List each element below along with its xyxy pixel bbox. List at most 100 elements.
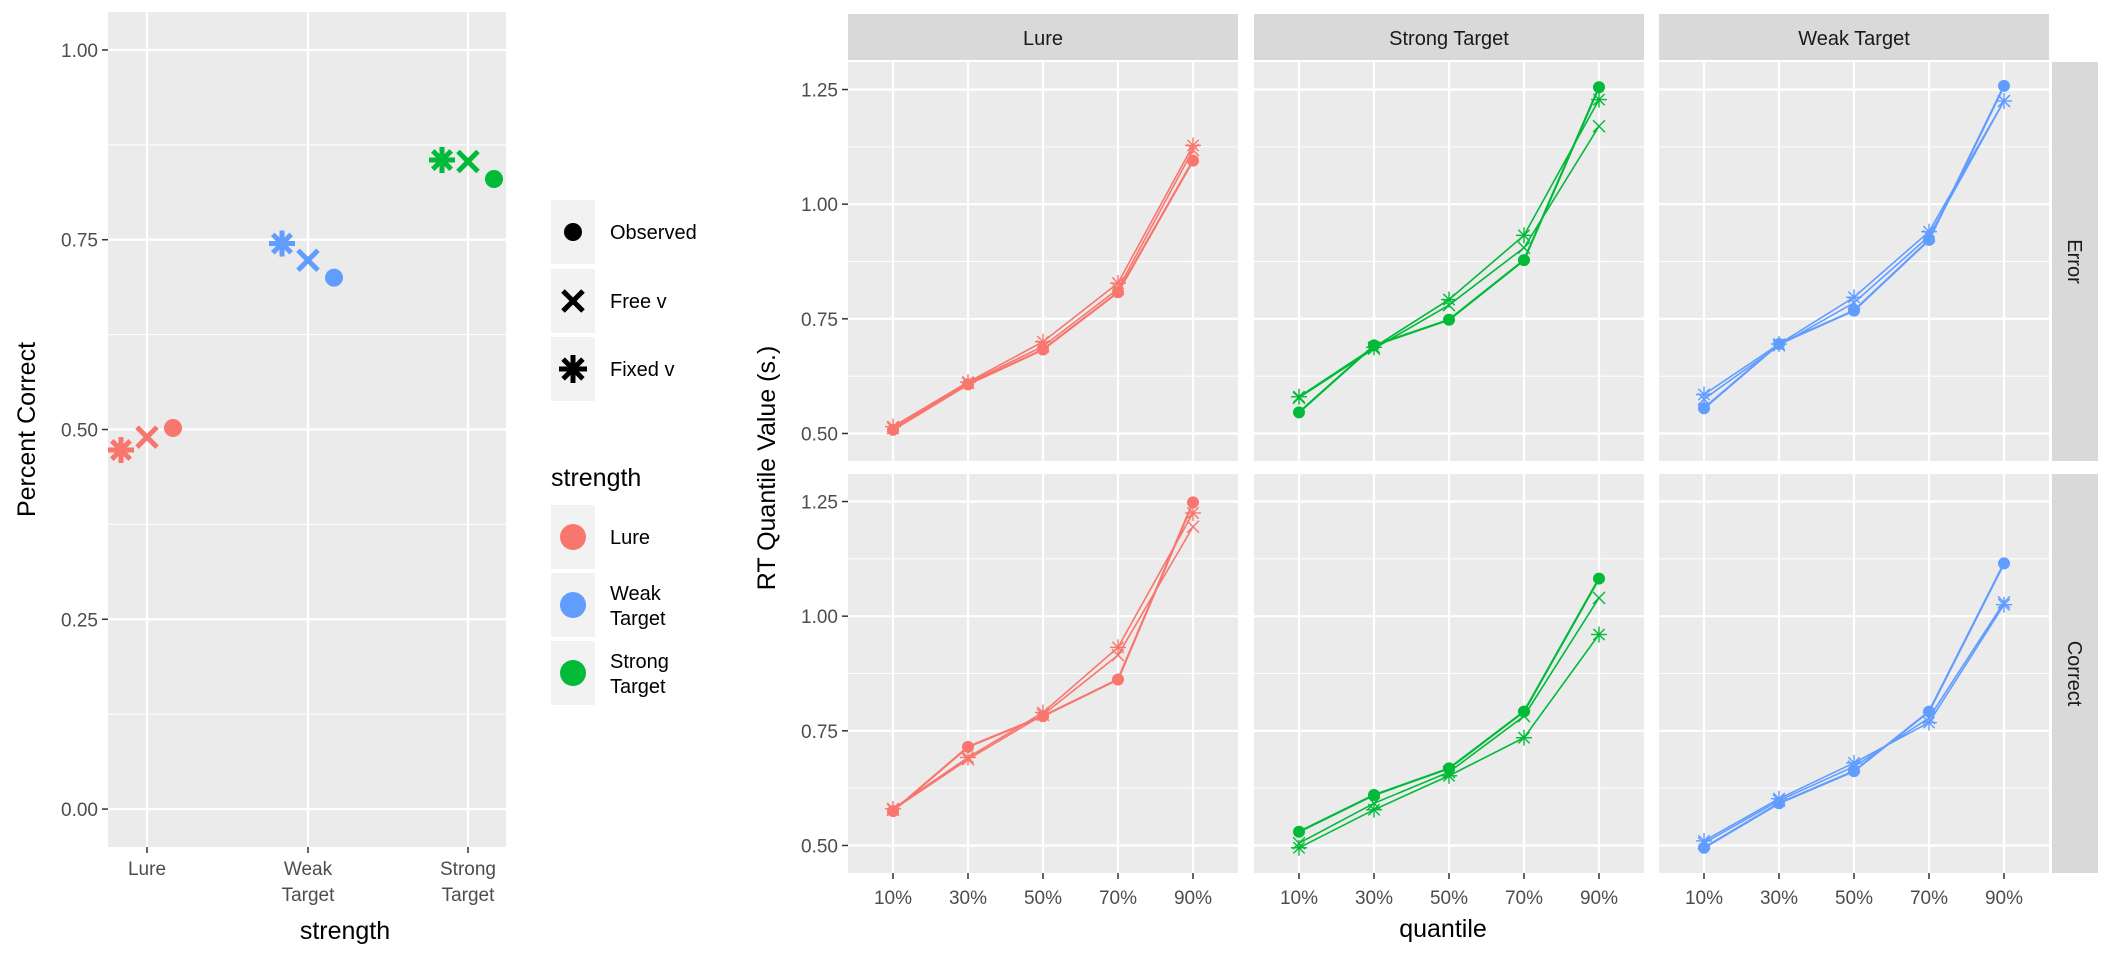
point-fixed-v-stroke: [1922, 716, 1936, 729]
point-free-v: [1517, 709, 1531, 723]
point-fixed-v-stroke: [431, 149, 453, 171]
point-fixed-v-stroke: [1847, 291, 1861, 304]
point-fixed-v-stroke: [1997, 94, 2011, 108]
point-observed: [1368, 789, 1380, 802]
point-fixed-v: [1441, 767, 1457, 784]
point-fixed-v: [1771, 790, 1787, 807]
x-tick-label: 30%: [1355, 888, 1393, 909]
point-fixed-v-stroke: [1517, 229, 1531, 242]
point-observed: [1443, 313, 1455, 326]
point-free-v-stroke: [1517, 709, 1531, 723]
point-fixed-v: [1696, 386, 1712, 403]
point-observed: [1923, 233, 1935, 246]
point-fixed-v-stroke: [1997, 598, 2011, 611]
point-observed: [1112, 286, 1124, 299]
x-tick-label: 70%: [1505, 888, 1543, 909]
point-free-v: [296, 248, 320, 272]
point-fixed-v-stroke: [1592, 628, 1606, 641]
legend-color-swatch: [560, 524, 586, 550]
x-axis-title: strength: [300, 917, 390, 945]
point-fixed-v: [1291, 388, 1307, 405]
legend-fixed-v-symbol: [559, 355, 587, 383]
facet-strip-lure: [848, 14, 1238, 60]
point-fixed-v: [1591, 626, 1607, 643]
facet-strip-label: Strong Target: [1389, 28, 1509, 50]
x-tick-label: 50%: [1430, 888, 1468, 909]
point-fixed-v: [1110, 275, 1126, 292]
x-tick-label: 70%: [1910, 888, 1948, 909]
x-tick-label: 70%: [1099, 888, 1137, 909]
legend-label: Weak Target: [610, 583, 666, 630]
point-fixed-v-stroke: [1922, 225, 1936, 238]
point-free-v-stroke: [1186, 520, 1200, 534]
legend-label: Fixed v: [610, 359, 674, 381]
x-axis-title: quantile: [1399, 915, 1487, 943]
point-fixed-v: [429, 147, 455, 174]
x-tick-label: 50%: [1835, 888, 1873, 909]
y-tick-label: 0.25: [61, 610, 98, 631]
legend-free-v-symbol: [561, 289, 585, 313]
point-fixed-v-stroke: [1292, 390, 1306, 403]
point-fixed-v-stroke: [1036, 706, 1050, 719]
legend-label: Lure: [610, 527, 650, 549]
point-fixed-v: [1846, 754, 1862, 771]
y-axis-title: RT Quantile Value (s.): [753, 346, 781, 591]
x-tick-label: 10%: [874, 888, 912, 909]
point-fixed-v: [1696, 832, 1712, 849]
x-tick-label: 10%: [1685, 888, 1723, 909]
point-free-v-stroke: [1517, 241, 1531, 255]
y-tick-label: 1.25: [801, 81, 838, 102]
facet-strip-error: [2052, 62, 2098, 461]
point-fixed-v: [1291, 839, 1307, 856]
y-tick-label: 0.75: [61, 231, 98, 252]
point-free-v-stroke: [1592, 591, 1606, 605]
facet-strip-correct: [2052, 474, 2098, 873]
point-observed: [1112, 673, 1124, 686]
point-observed: [962, 740, 974, 753]
x-tick-label: Weak Target: [282, 859, 336, 906]
point-fixed-v: [1921, 714, 1937, 731]
point-observed: [1518, 705, 1530, 718]
point-fixed-v-stroke: [1111, 276, 1125, 290]
point-fixed-v-stroke: [1292, 841, 1306, 854]
point-free-v: [1186, 520, 1200, 534]
point-fixed-v: [1516, 227, 1532, 244]
point-fixed-v: [1366, 339, 1382, 356]
legend-color-swatch: [560, 592, 586, 618]
x-tick-label: 90%: [1174, 888, 1212, 909]
point-fixed-v-stroke: [1772, 337, 1786, 351]
legend-fixed-v-symbol-stroke: [561, 357, 585, 381]
point-fixed-v-stroke: [1036, 335, 1050, 348]
point-observed: [1593, 572, 1605, 585]
point-fixed-v-stroke: [1367, 803, 1381, 816]
point-free-v: [1592, 119, 1606, 133]
facet-strip-weak-target: [1659, 14, 2049, 60]
point-fixed-v: [1185, 137, 1201, 154]
y-tick-label: 0.50: [61, 421, 98, 442]
point-observed: [1698, 402, 1710, 415]
point-observed: [325, 268, 343, 287]
x-tick-label: 90%: [1580, 888, 1618, 909]
y-tick-label: 1.00: [61, 41, 98, 62]
y-tick-label: 1.00: [801, 607, 838, 628]
point-fixed-v: [108, 436, 134, 463]
legend-title: strength: [551, 464, 641, 492]
point-fixed-v-stroke: [1772, 792, 1786, 805]
legends: Observed Free v Fixed v strength Lure Weak Tar…: [551, 200, 697, 705]
point-free-v-stroke: [456, 149, 480, 174]
point-fixed-v-stroke: [1517, 731, 1531, 744]
point-fixed-v: [1035, 704, 1051, 721]
point-fixed-v-stroke: [961, 751, 975, 764]
point-fixed-v-stroke: [1367, 341, 1381, 354]
legend-observed-symbol: [564, 223, 582, 241]
facet-strip-strong-target: [1254, 14, 1644, 60]
y-tick-label: 0.50: [801, 424, 838, 445]
point-free-v-stroke: [135, 425, 159, 449]
point-free-v: [456, 149, 480, 174]
point-observed: [1593, 81, 1605, 94]
point-fixed-v-stroke: [1697, 834, 1711, 848]
point-observed: [1848, 304, 1860, 317]
point-fixed-v-stroke: [1442, 293, 1456, 306]
point-fixed-v-stroke: [1186, 139, 1200, 152]
